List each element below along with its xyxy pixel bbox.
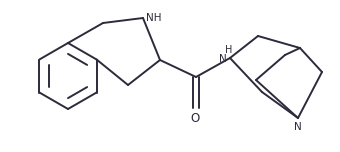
Text: H: H: [225, 45, 233, 55]
Text: O: O: [190, 112, 200, 125]
Text: N: N: [219, 54, 227, 64]
Text: N: N: [294, 122, 302, 132]
Text: NH: NH: [146, 13, 161, 23]
